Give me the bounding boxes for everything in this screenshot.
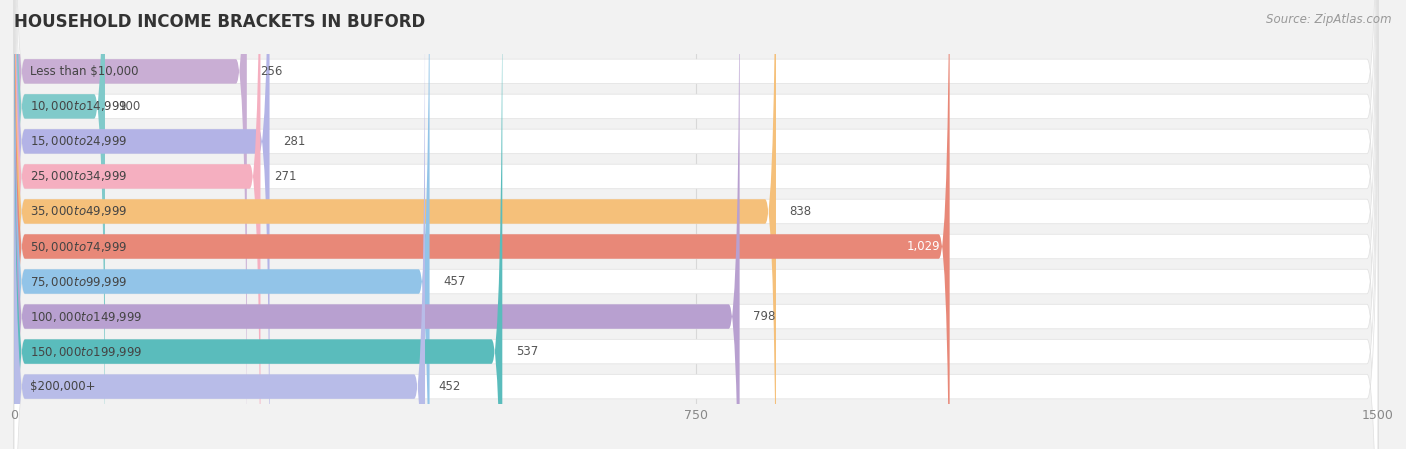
Text: 457: 457 (443, 275, 465, 288)
FancyBboxPatch shape (14, 0, 247, 449)
Text: 537: 537 (516, 345, 538, 358)
FancyBboxPatch shape (14, 0, 1378, 449)
FancyBboxPatch shape (14, 0, 260, 449)
Text: 838: 838 (790, 205, 811, 218)
FancyBboxPatch shape (14, 0, 105, 449)
Text: 1,029: 1,029 (907, 240, 941, 253)
FancyBboxPatch shape (14, 0, 425, 449)
FancyBboxPatch shape (14, 0, 1378, 449)
Text: $25,000 to $34,999: $25,000 to $34,999 (31, 169, 128, 184)
FancyBboxPatch shape (14, 0, 1378, 449)
FancyBboxPatch shape (14, 0, 1378, 449)
Text: Source: ZipAtlas.com: Source: ZipAtlas.com (1267, 13, 1392, 26)
Text: $200,000+: $200,000+ (31, 380, 96, 393)
Text: 281: 281 (283, 135, 305, 148)
Text: 798: 798 (754, 310, 776, 323)
FancyBboxPatch shape (14, 0, 1378, 449)
Text: $15,000 to $24,999: $15,000 to $24,999 (31, 134, 128, 149)
FancyBboxPatch shape (14, 0, 1378, 449)
FancyBboxPatch shape (14, 0, 776, 449)
Text: $10,000 to $14,999: $10,000 to $14,999 (31, 99, 128, 114)
Text: Less than $10,000: Less than $10,000 (31, 65, 139, 78)
Text: HOUSEHOLD INCOME BRACKETS IN BUFORD: HOUSEHOLD INCOME BRACKETS IN BUFORD (14, 13, 425, 31)
Text: $100,000 to $149,999: $100,000 to $149,999 (31, 309, 143, 324)
FancyBboxPatch shape (14, 0, 740, 449)
Text: $75,000 to $99,999: $75,000 to $99,999 (31, 274, 128, 289)
FancyBboxPatch shape (14, 0, 1378, 449)
Text: 271: 271 (274, 170, 297, 183)
FancyBboxPatch shape (14, 0, 949, 449)
FancyBboxPatch shape (14, 0, 502, 449)
Text: $50,000 to $74,999: $50,000 to $74,999 (31, 239, 128, 254)
FancyBboxPatch shape (14, 0, 270, 449)
Text: 100: 100 (118, 100, 141, 113)
FancyBboxPatch shape (14, 0, 1378, 449)
FancyBboxPatch shape (14, 0, 1378, 449)
Text: 256: 256 (260, 65, 283, 78)
Text: $35,000 to $49,999: $35,000 to $49,999 (31, 204, 128, 219)
FancyBboxPatch shape (14, 0, 1378, 449)
FancyBboxPatch shape (14, 0, 430, 449)
Text: 452: 452 (439, 380, 461, 393)
Text: $150,000 to $199,999: $150,000 to $199,999 (31, 344, 143, 359)
